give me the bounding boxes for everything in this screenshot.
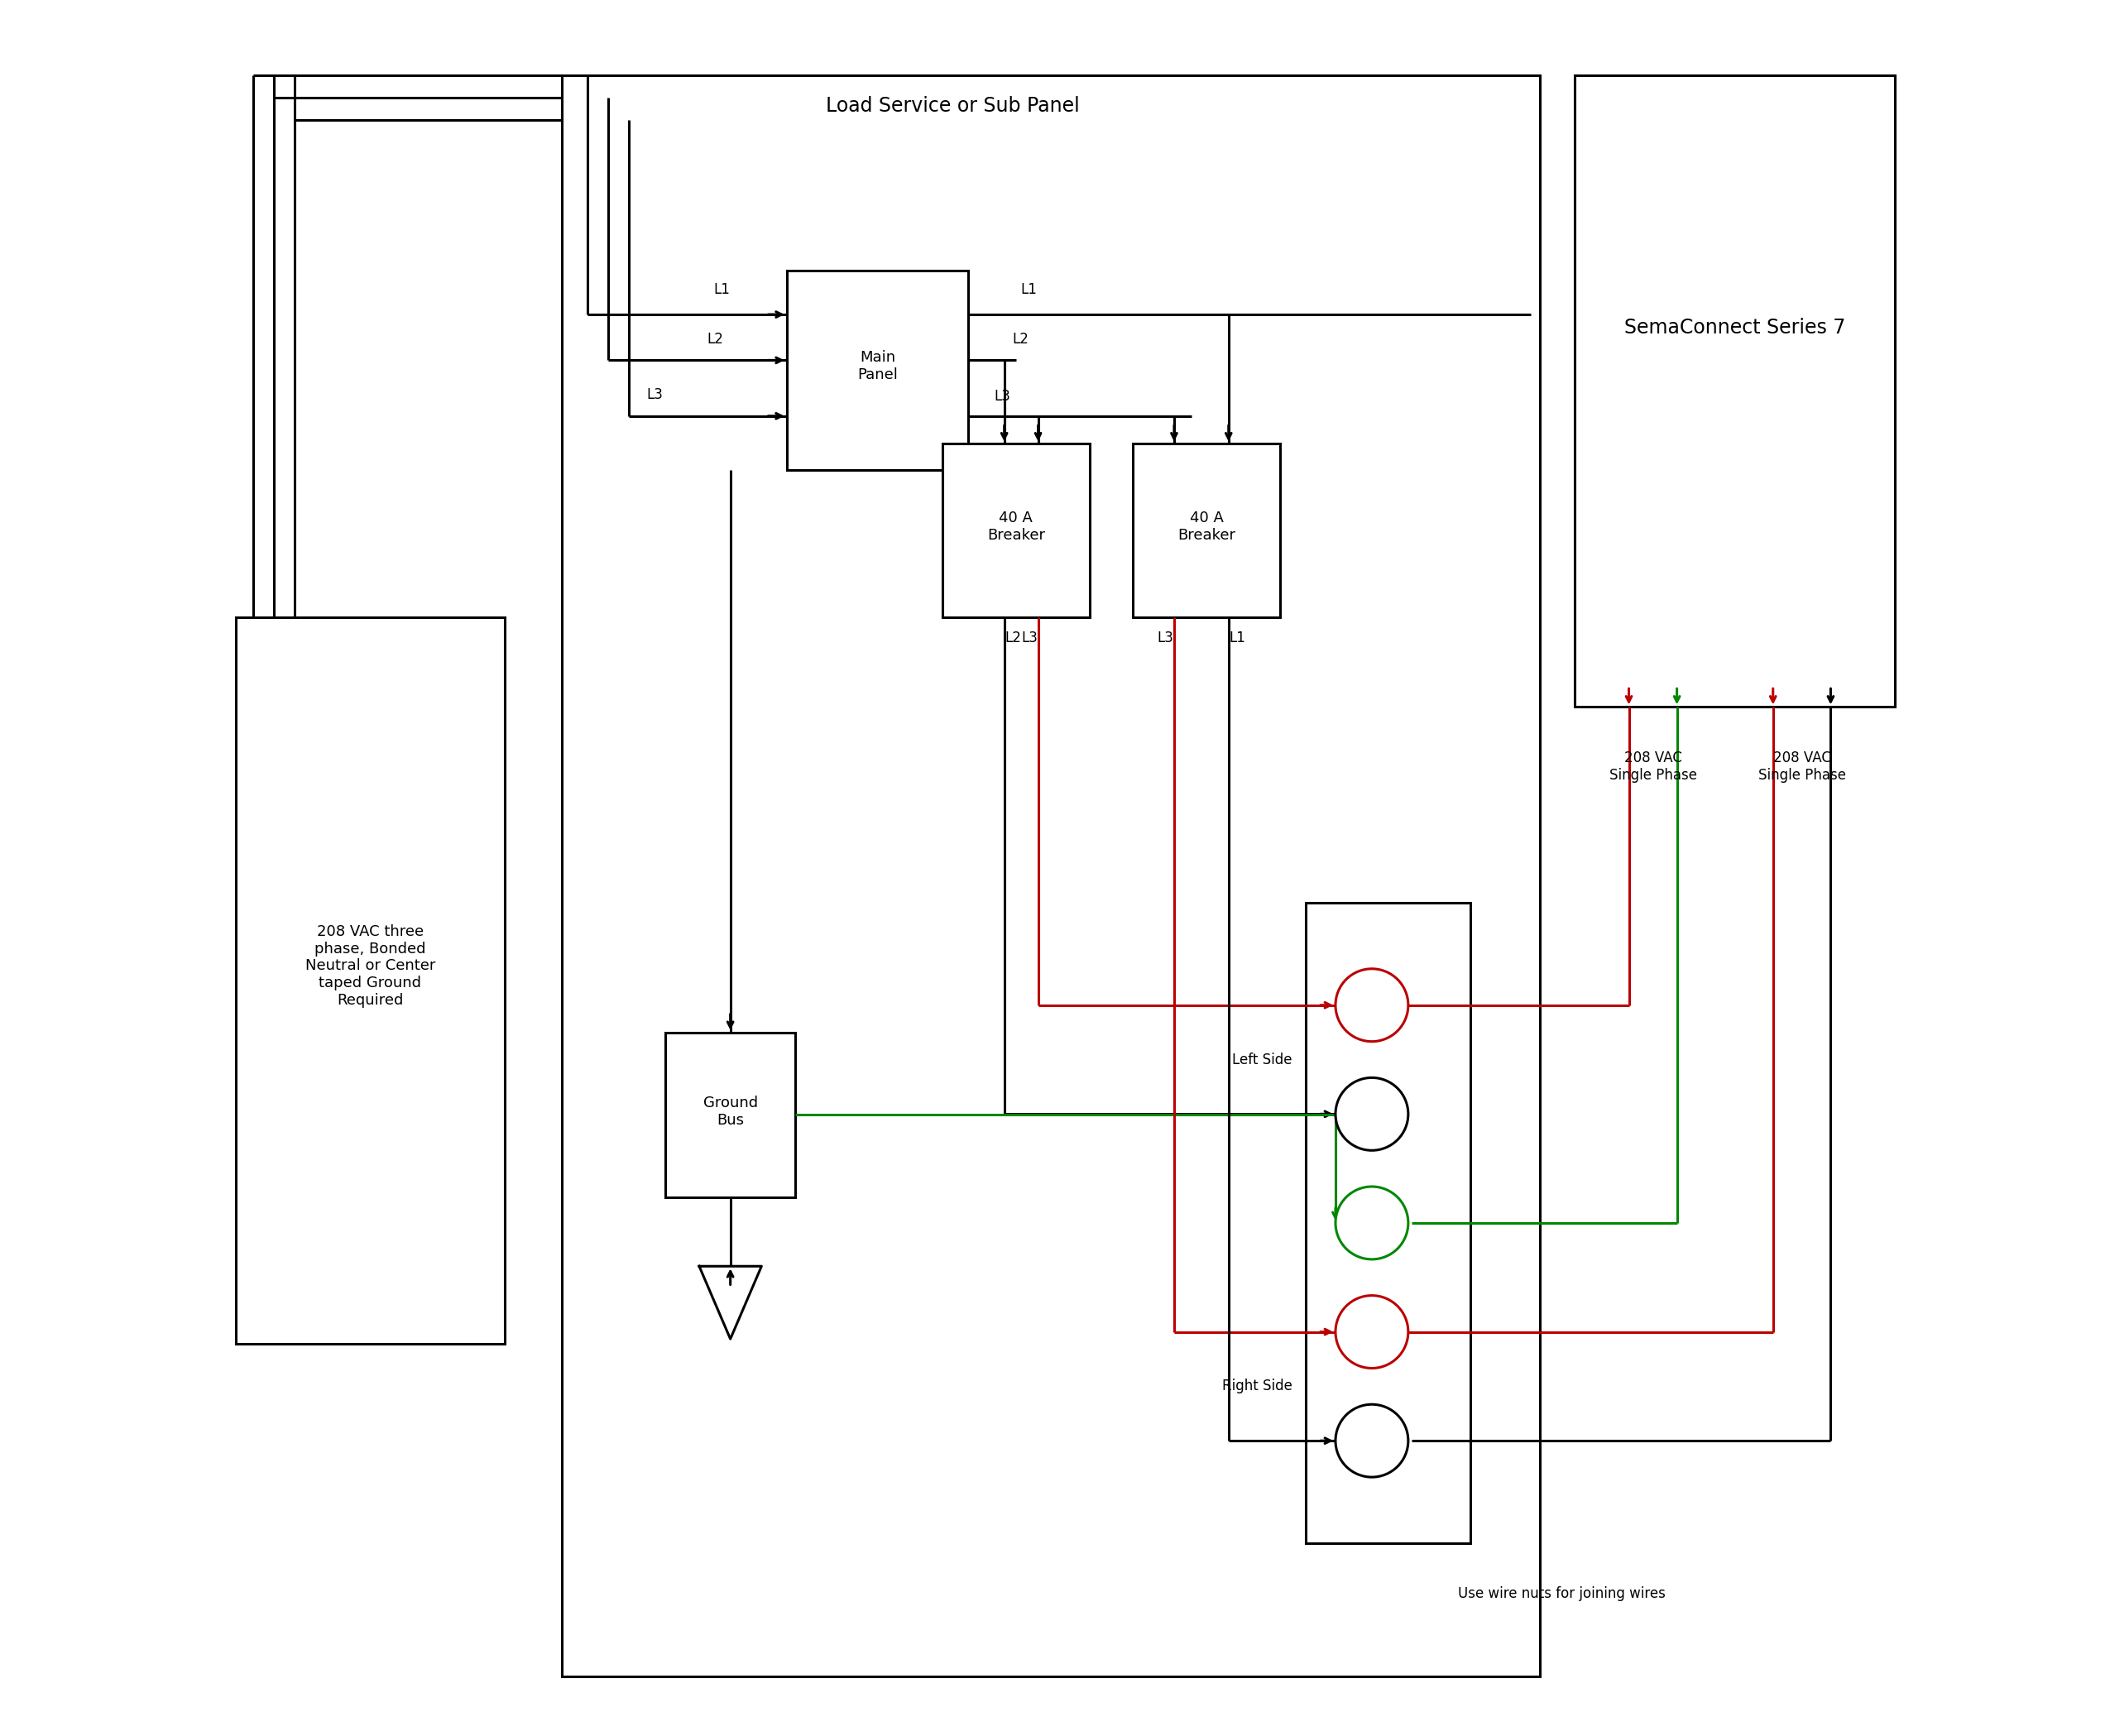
Text: 208 VAC
Single Phase: 208 VAC Single Phase: [1758, 750, 1846, 783]
Text: Left Side: Left Side: [1232, 1052, 1291, 1068]
Circle shape: [1336, 1404, 1407, 1477]
Text: L1: L1: [713, 283, 730, 297]
Text: L1: L1: [1021, 283, 1038, 297]
Text: L3: L3: [1156, 630, 1173, 646]
Text: L1: L1: [1228, 630, 1245, 646]
Bar: [943, 444, 1089, 616]
Text: 40 A
Breaker: 40 A Breaker: [1177, 510, 1236, 543]
Circle shape: [1336, 1078, 1407, 1151]
Bar: [1574, 75, 1895, 707]
Text: Right Side: Right Side: [1222, 1378, 1291, 1394]
Text: SemaConnect Series 7: SemaConnect Series 7: [1625, 318, 1844, 339]
Bar: [787, 271, 968, 470]
Text: 208 VAC
Single Phase: 208 VAC Single Phase: [1610, 750, 1696, 783]
Bar: [1133, 444, 1281, 616]
Bar: [236, 616, 504, 1344]
Text: L3: L3: [994, 389, 1011, 404]
Text: Main
Panel: Main Panel: [857, 351, 897, 382]
Text: L3: L3: [646, 387, 663, 403]
Circle shape: [1336, 1187, 1407, 1259]
Bar: [1306, 903, 1471, 1543]
Circle shape: [1336, 969, 1407, 1042]
Text: L2: L2: [707, 332, 724, 347]
Text: L2: L2: [1013, 332, 1028, 347]
Text: 208 VAC three
phase, Bonded
Neutral or Center
taped Ground
Required: 208 VAC three phase, Bonded Neutral or C…: [306, 924, 435, 1009]
Text: 40 A
Breaker: 40 A Breaker: [987, 510, 1044, 543]
Text: L3: L3: [1021, 630, 1038, 646]
Text: Ground
Bus: Ground Bus: [703, 1095, 757, 1127]
Text: Load Service or Sub Panel: Load Service or Sub Panel: [825, 95, 1080, 116]
Circle shape: [1336, 1295, 1407, 1368]
Bar: [665, 1033, 795, 1196]
Bar: [561, 75, 1540, 1677]
Text: L2: L2: [1004, 630, 1021, 646]
Text: Use wire nuts for joining wires: Use wire nuts for joining wires: [1458, 1587, 1665, 1601]
